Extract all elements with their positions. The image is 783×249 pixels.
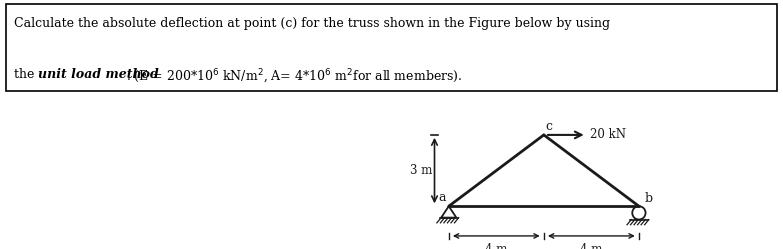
Text: . (E = 200*10$^6$ kN/m$^2$, A= 4*10$^6$ m$^2$for all members).: . (E = 200*10$^6$ kN/m$^2$, A= 4*10$^6$ …	[126, 68, 463, 86]
Text: c: c	[546, 120, 553, 132]
Text: the: the	[14, 68, 38, 81]
Text: b: b	[644, 192, 652, 205]
Text: 4 m: 4 m	[580, 243, 603, 249]
FancyBboxPatch shape	[6, 4, 777, 91]
Text: 20 kN: 20 kN	[590, 128, 626, 141]
Text: unit load method: unit load method	[38, 68, 158, 81]
Text: 4 m: 4 m	[485, 243, 507, 249]
Text: 3 m: 3 m	[410, 164, 433, 177]
Text: a: a	[438, 191, 446, 204]
Text: Calculate the absolute deflection at point (c) for the truss shown in the Figure: Calculate the absolute deflection at poi…	[14, 17, 610, 30]
